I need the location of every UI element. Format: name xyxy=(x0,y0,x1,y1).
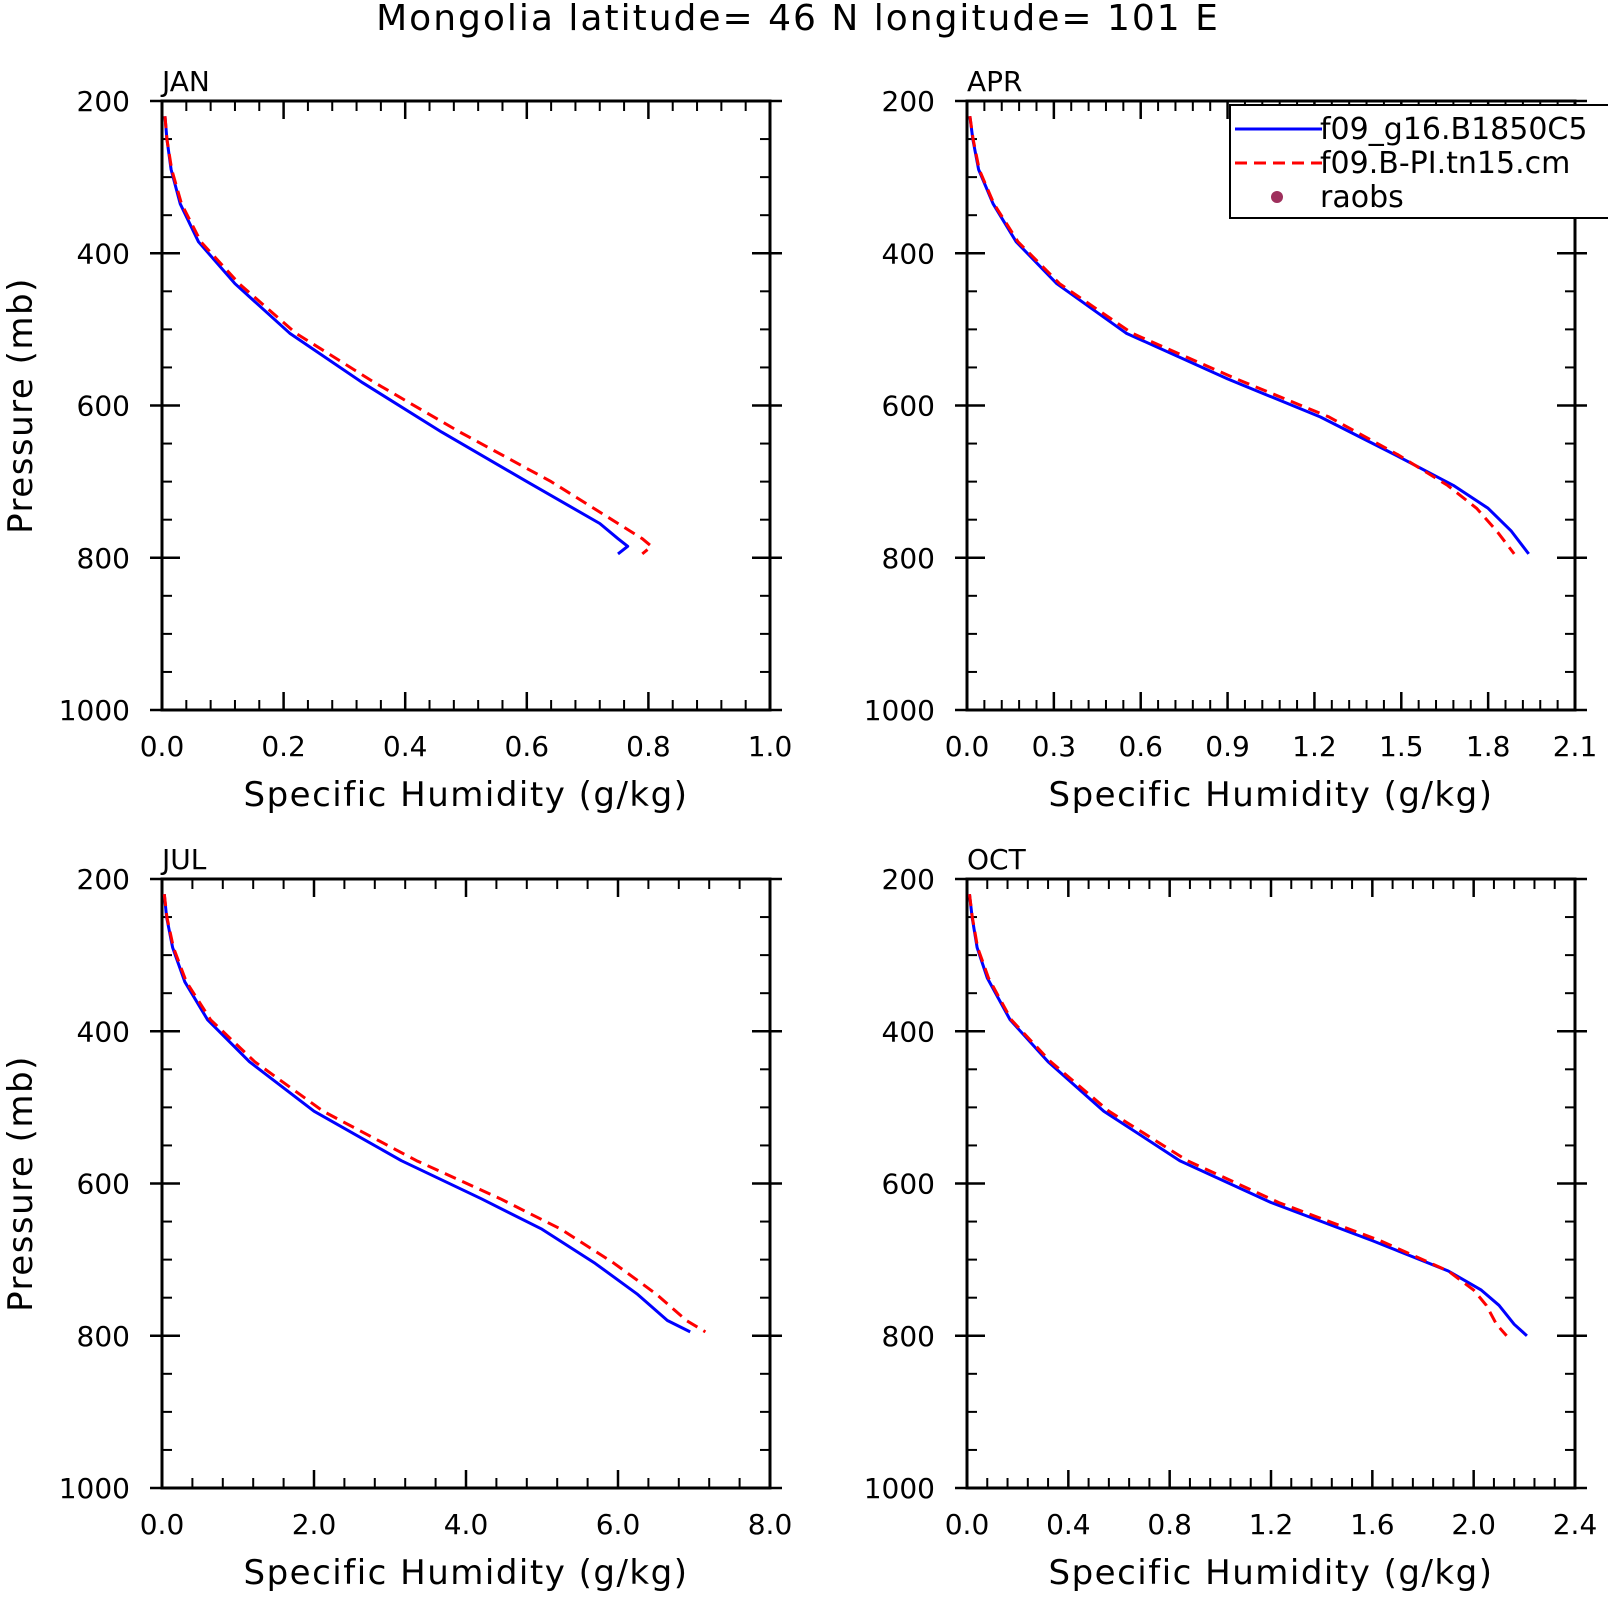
y-tick-label: 800 xyxy=(77,542,130,575)
y-tick-label: 1000 xyxy=(59,1472,130,1505)
panel-label-jan: JAN xyxy=(160,65,210,98)
x-tick-label: 1.0 xyxy=(748,730,793,763)
panel-oct: OCT 200 400 600 800 1000 0.0 0.4 0.8 1.2 1.6 2.0 2.4… xyxy=(864,843,1598,1593)
x-tick-label: 0.0 xyxy=(945,1508,990,1541)
panel-label-jul: JUL xyxy=(160,843,207,876)
x-tick-label: 1.8 xyxy=(1466,730,1511,763)
legend-swatch-marker xyxy=(1271,191,1283,203)
x-tick-label: 0.4 xyxy=(1046,1508,1091,1541)
x-tick-label: 8.0 xyxy=(748,1508,793,1541)
y-axis-title: Pressure (mb) xyxy=(1,1055,41,1312)
y-tick-label: 400 xyxy=(77,237,130,270)
y-tick-label: 600 xyxy=(77,1168,130,1201)
x-tick-label: 4.0 xyxy=(444,1508,489,1541)
y-tick-label: 1000 xyxy=(864,1472,935,1505)
plot-frame-oct xyxy=(965,877,1577,1490)
panel-jan: JAN 200 400 600 800 1000 0.0 0.2 0.4 0.6 0.8 1.0 Spe… xyxy=(1,65,792,815)
series-line-dashed xyxy=(162,894,707,1334)
x-tick-label: 0.6 xyxy=(1118,730,1163,763)
series-line-solid xyxy=(163,116,630,556)
series-line-dashed xyxy=(968,894,1508,1337)
x-tick-label: 0.8 xyxy=(626,730,671,763)
x-tick-label: 2.1 xyxy=(1553,730,1598,763)
series-line-dashed xyxy=(968,115,1516,555)
x-tick-label: 0.9 xyxy=(1205,730,1250,763)
x-tick-label: 2.0 xyxy=(1451,1508,1496,1541)
x-tick-label: 1.2 xyxy=(1292,730,1337,763)
series-line-dashed xyxy=(163,116,653,556)
panels: JAN 200 400 600 800 1000 0.0 0.2 0.4 0.6 0.8 1.0 Spe… xyxy=(1,65,1597,1593)
legend-label: raobs xyxy=(1320,180,1404,215)
x-tick-label: 2.0 xyxy=(292,1508,337,1541)
series-line-solid xyxy=(162,894,691,1334)
y-tick-label: 600 xyxy=(77,390,130,423)
x-tick-label: 0.0 xyxy=(140,730,185,763)
y-tick-label: 200 xyxy=(77,863,130,896)
y-tick-label: 800 xyxy=(882,542,935,575)
panel-jul: JUL 200 400 600 800 1000 0.0 2.0 4.0 6.0 8.0 Specif… xyxy=(1,843,792,1593)
y-tick-label: 400 xyxy=(882,1015,935,1048)
y-tick-label: 800 xyxy=(882,1320,935,1353)
y-tick-label: 200 xyxy=(77,85,130,118)
y-tick-label: 600 xyxy=(882,390,935,423)
x-axis-title: Specific Humidity (g/kg) xyxy=(1049,775,1494,815)
x-tick-label: 6.0 xyxy=(596,1508,641,1541)
y-tick-label: 1000 xyxy=(864,694,935,727)
x-tick-label: 0.3 xyxy=(1032,730,1077,763)
x-tick-label: 0.0 xyxy=(945,730,990,763)
x-tick-label: 0.4 xyxy=(383,730,428,763)
x-tick-label: 1.6 xyxy=(1350,1508,1395,1541)
x-tick-label: 0.8 xyxy=(1147,1508,1192,1541)
x-axis-title: Specific Humidity (g/kg) xyxy=(244,1553,689,1593)
y-tick-label: 200 xyxy=(882,863,935,896)
y-axis-title: Pressure (mb) xyxy=(1,277,41,534)
y-tick-label: 200 xyxy=(882,85,935,118)
panel-label-oct: OCT xyxy=(967,843,1027,876)
plot-frame-jan xyxy=(160,99,772,712)
x-tick-label: 0.2 xyxy=(261,730,306,763)
y-tick-label: 600 xyxy=(882,1168,935,1201)
y-tick-label: 800 xyxy=(77,1320,130,1353)
x-tick-label: 1.5 xyxy=(1379,730,1424,763)
y-tick-label: 400 xyxy=(77,1015,130,1048)
legend-label: f09_g16.B1850C5 xyxy=(1320,112,1587,147)
y-tick-label: 1000 xyxy=(59,694,130,727)
x-tick-label: 2.4 xyxy=(1553,1508,1598,1541)
x-tick-label: 1.2 xyxy=(1249,1508,1294,1541)
legend-label: f09.B-PI.tn15.cm xyxy=(1320,146,1570,181)
panel-apr: APR 200 400 600 800 1000 0.0 0.3 0.6 0.9 1.2 1.5 1.8… xyxy=(864,65,1598,815)
x-tick-label: 0.0 xyxy=(140,1508,185,1541)
figure-title: Mongolia latitude= 46 N longitude= 101 E xyxy=(376,0,1220,39)
panel-label-apr: APR xyxy=(967,65,1023,98)
x-tick-label: 0.6 xyxy=(505,730,550,763)
x-axis-title: Specific Humidity (g/kg) xyxy=(244,775,689,815)
y-tick-label: 400 xyxy=(882,237,935,270)
x-axis-title: Specific Humidity (g/kg) xyxy=(1049,1553,1494,1593)
